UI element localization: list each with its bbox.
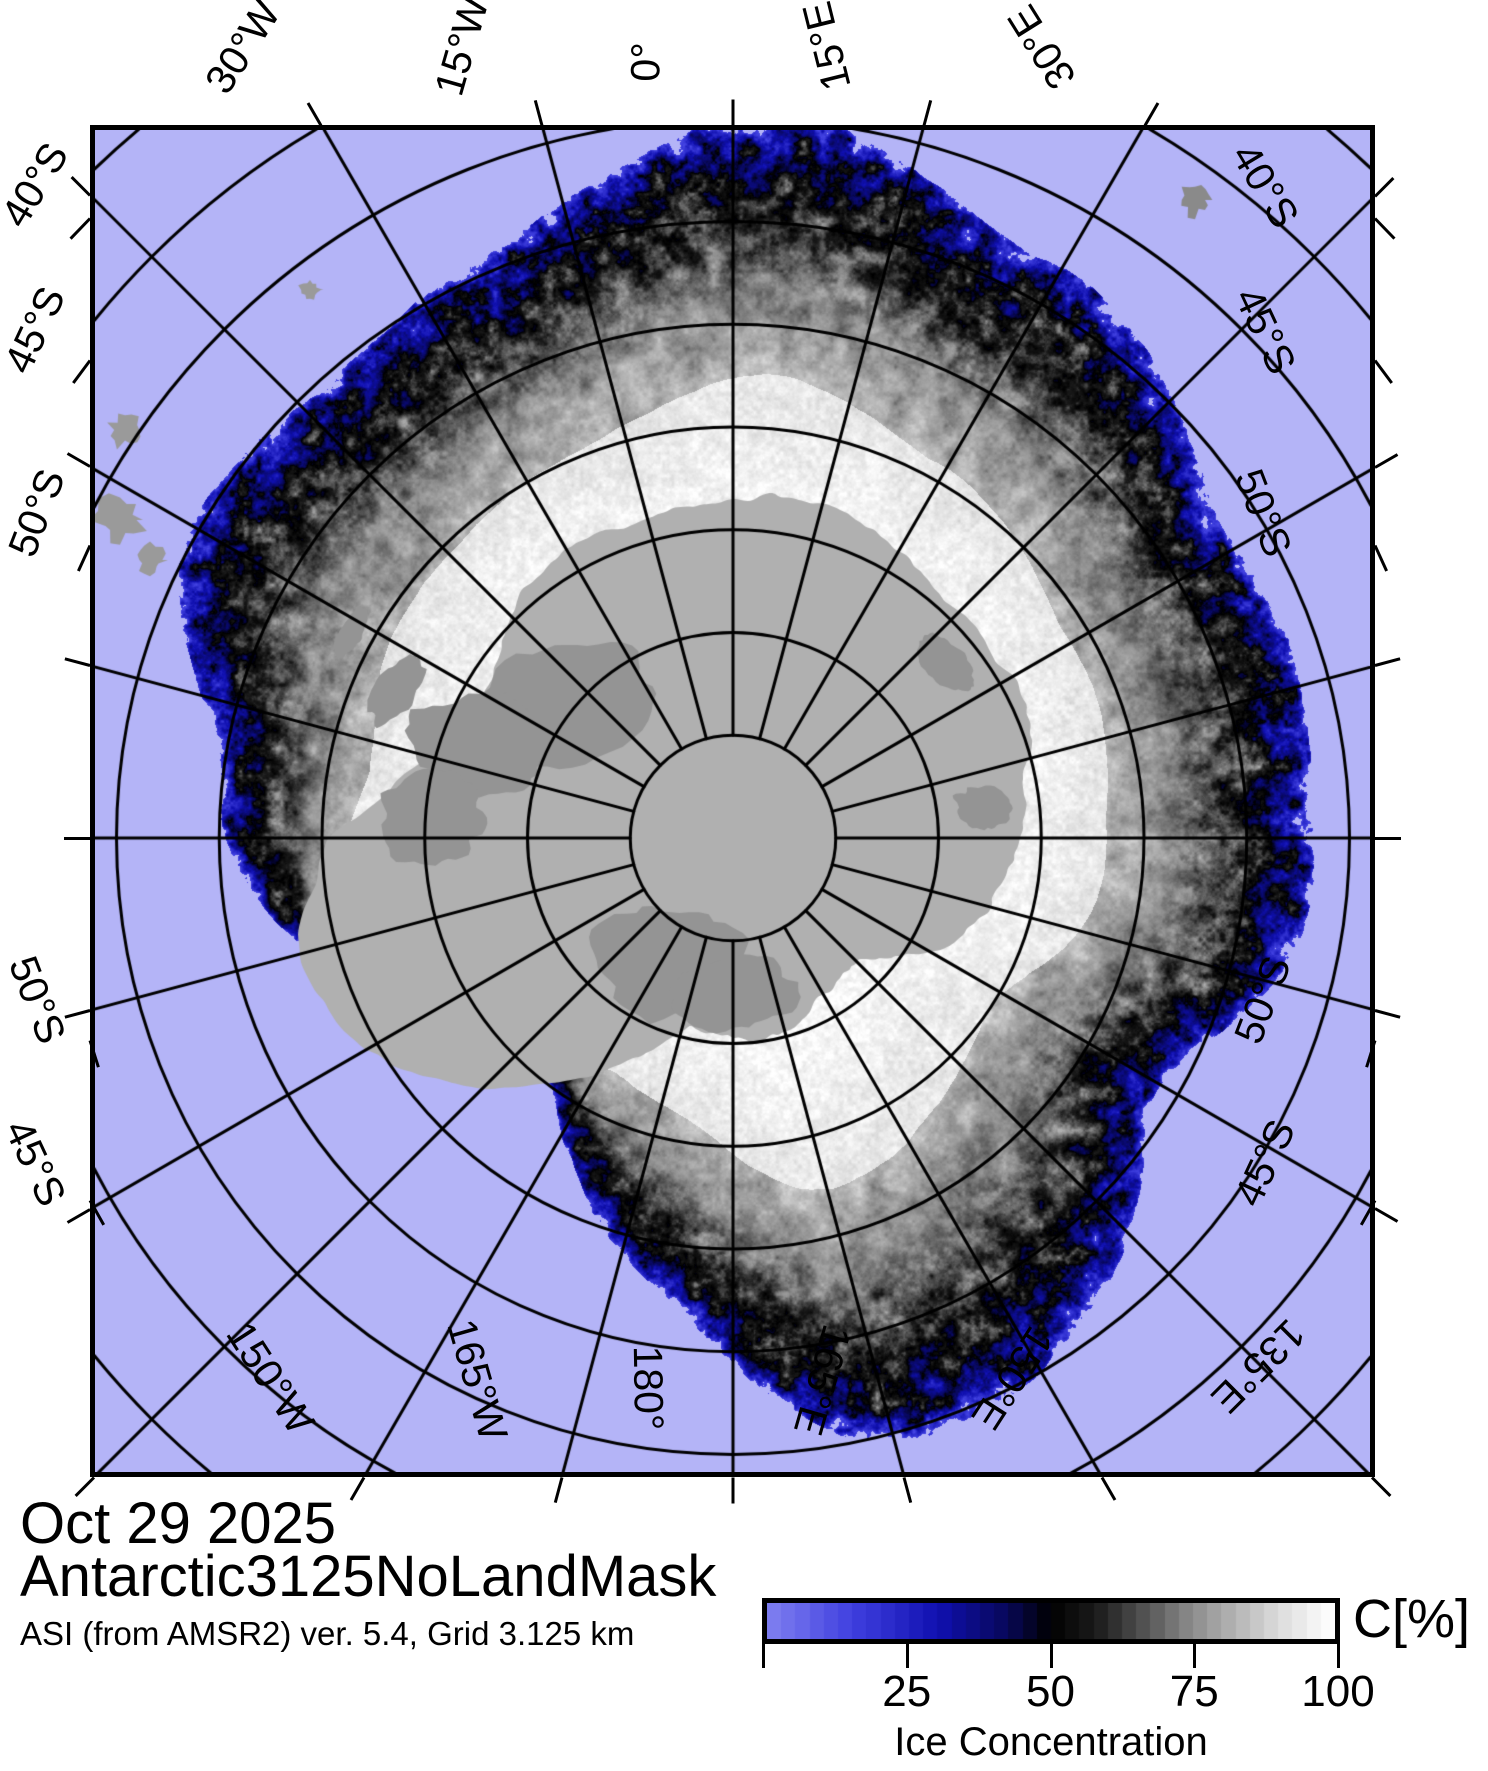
- colorbar-gradient: [762, 1598, 1340, 1644]
- latitude-tick-40-left: [69, 216, 92, 240]
- latitude-tick-40-right: [1373, 216, 1396, 240]
- meridian-tick-135: [1370, 1475, 1392, 1497]
- meridian-tick-270: [64, 836, 90, 840]
- meridian-tick-45: [1373, 176, 1395, 198]
- colorbar-tick-25: [905, 1644, 909, 1668]
- meridian-tick-105: [1374, 1008, 1401, 1019]
- colorbar-unit-label: C[%]: [1353, 1589, 1471, 1649]
- graticule-label-left-4: 45°S: [0, 1112, 76, 1214]
- graticule-label-left-2: 50°S: [0, 462, 75, 563]
- meridian-tick-345: [533, 99, 544, 126]
- colorbar: [762, 1598, 1340, 1644]
- graticule-label-top-0: 30°W: [195, 0, 290, 102]
- meridian-tick-0: [731, 99, 735, 125]
- source-label: ASI (from AMSR2) ver. 5.4, Grid 3.125 km: [20, 1615, 635, 1652]
- latitude-tick-50-right: [1373, 544, 1388, 572]
- colorbar-tick-label-100: 100: [1301, 1667, 1375, 1716]
- graticule-label-top-4: 30°E: [998, 0, 1085, 98]
- colorbar-tick-75: [1193, 1644, 1197, 1668]
- colorbar-tick-50: [1049, 1644, 1053, 1668]
- meridian-tick-75: [1374, 657, 1401, 668]
- meridian-tick-240: [66, 1207, 91, 1224]
- graticule-label-left-1: 45°S: [0, 279, 75, 381]
- meridian-tick-15: [922, 99, 933, 126]
- meridian-tick-330: [307, 101, 323, 126]
- meridian-tick-300: [66, 452, 91, 469]
- meridian-tick-120: [1374, 1207, 1399, 1223]
- date-label: Oct 29 2025: [20, 1491, 336, 1556]
- graticule-label-top-2: 0°: [622, 41, 669, 82]
- latitude-tick-45-right: [1373, 359, 1393, 384]
- colorbar-tick-100: [1337, 1644, 1340, 1668]
- meridian-tick-195: [553, 1476, 564, 1503]
- colorbar-tick-label-25: 25: [882, 1667, 932, 1716]
- meridian-tick-60: [1374, 453, 1399, 469]
- meridian-tick-150: [1100, 1476, 1117, 1501]
- meridian-tick-30: [1143, 101, 1159, 126]
- meridian-tick-90: [1375, 836, 1401, 840]
- meridian-tick-165: [902, 1476, 913, 1503]
- colorbar-canvas: [767, 1603, 1335, 1639]
- map-frame: [90, 125, 1375, 1477]
- sea-ice-concentration-map: [95, 130, 1370, 1472]
- graticule-label-top-1: 15°W: [425, 0, 498, 101]
- meridian-tick-285: [64, 657, 91, 668]
- latitude-tick-45-left: [72, 359, 92, 384]
- meridian-tick-180: [731, 1477, 735, 1503]
- meridian-tick-315: [70, 175, 92, 197]
- graticule-label-top-3: 15°E: [793, 0, 860, 96]
- graticule-label-left-3: 50°S: [0, 949, 75, 1050]
- graticule-label-left-0: 40°S: [0, 134, 78, 235]
- meridian-tick-255: [64, 1008, 91, 1019]
- colorbar-axis: 25 50 75 100: [762, 1644, 1375, 1714]
- colorbar-tick-label-50: 50: [1026, 1667, 1075, 1716]
- graticule-label-bottom-2: 180°: [624, 1345, 673, 1431]
- colorbar-tick-0: [762, 1644, 765, 1668]
- meridian-tick-210: [349, 1476, 366, 1501]
- colorbar-title: Ice Concentration: [894, 1720, 1208, 1764]
- region-label: Antarctic3125NoLandMask: [20, 1544, 717, 1609]
- colorbar-tick-label-75: 75: [1169, 1667, 1219, 1716]
